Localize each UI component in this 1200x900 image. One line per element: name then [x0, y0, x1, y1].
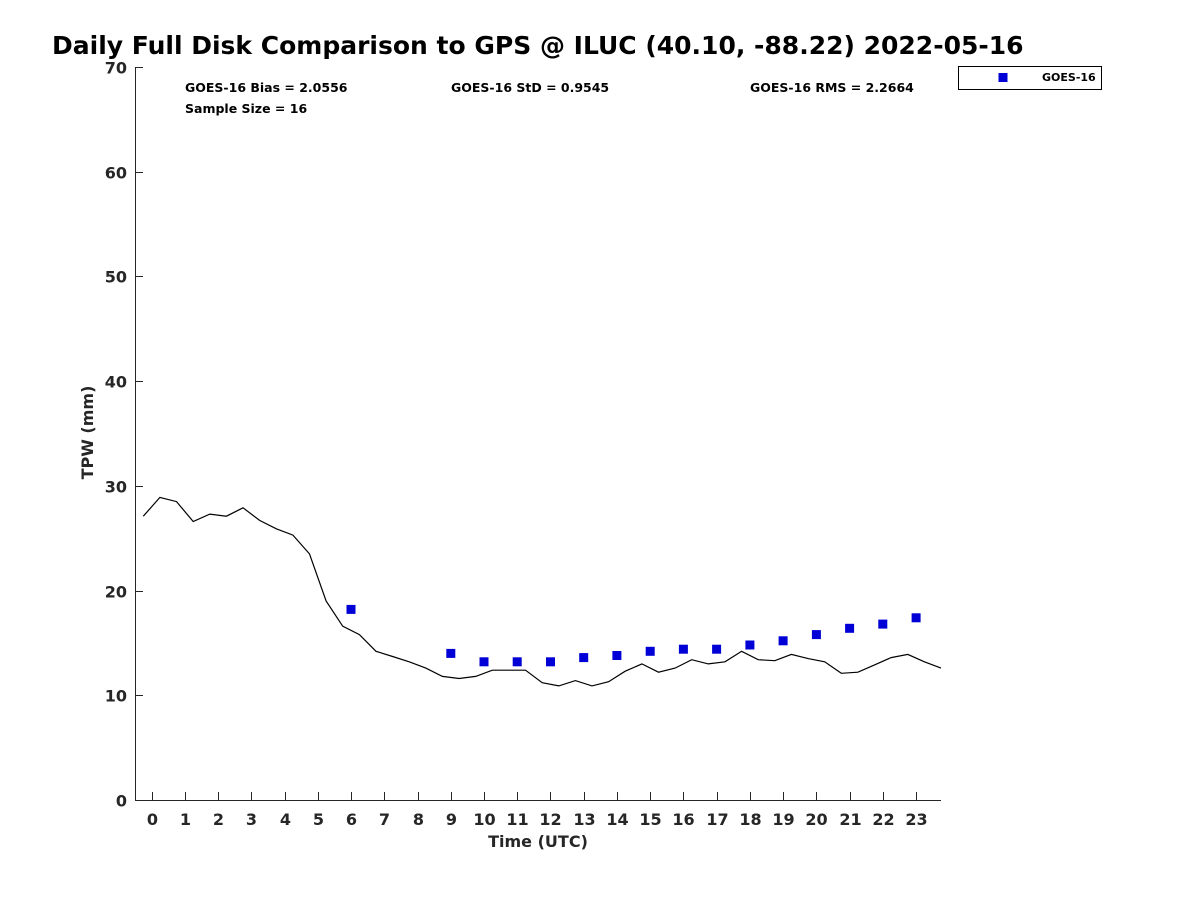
goes16-point	[712, 644, 722, 654]
x-tick-label: 5	[313, 810, 324, 829]
goes16-point	[346, 604, 356, 614]
goes16-point	[579, 653, 589, 663]
goes16-point	[811, 630, 821, 640]
x-tick-label: 21	[839, 810, 861, 829]
series-layer	[142, 496, 942, 687]
x-tick-label: 13	[573, 810, 595, 829]
x-tick-label: 20	[805, 810, 827, 829]
x-tick-label: 10	[473, 810, 495, 829]
y-tick-label: 70	[105, 59, 127, 78]
goes16-point	[446, 648, 456, 658]
x-axis-ticks: 0 1 2 3 4 5 6 7 8 9 10 11 12 13 14 15 16 17 18 19 20 21 22 23	[147, 792, 928, 829]
goes16-point	[778, 636, 788, 646]
y-axis-label: TPW (mm)	[78, 386, 97, 480]
x-tick-label: 9	[446, 810, 457, 829]
goes16-point	[845, 623, 855, 633]
x-tick-label: 17	[706, 810, 728, 829]
chart-title: Daily Full Disk Comparison to GPS @ ILUC…	[52, 31, 1024, 60]
y-tick-label: 20	[105, 583, 127, 602]
x-tick-label: 8	[413, 810, 424, 829]
legend-marker-goes16	[998, 73, 1008, 82]
x-tick-label: 15	[639, 810, 661, 829]
y-tick-label: 10	[105, 687, 127, 706]
x-tick-label: 16	[672, 810, 694, 829]
goes16-point	[546, 657, 555, 667]
x-tick-label: 3	[246, 810, 257, 829]
y-tick-label: 60	[105, 164, 127, 183]
y-tick-label: 40	[105, 373, 127, 392]
x-tick-label: 0	[147, 810, 158, 829]
y-tick-label: 30	[105, 478, 127, 497]
goes16-point	[479, 657, 489, 667]
x-tick-label: 7	[379, 810, 390, 829]
x-tick-label: 14	[606, 810, 628, 829]
goes16-point	[645, 646, 655, 656]
stat-sample-size: Sample Size = 16	[185, 101, 307, 116]
goes16-point	[612, 651, 622, 660]
goes16-point	[911, 613, 921, 623]
x-tick-label: 11	[506, 810, 528, 829]
y-tick-label: 50	[105, 268, 127, 287]
x-tick-label: 1	[180, 810, 191, 829]
goes16-point	[745, 640, 755, 650]
y-axis-ticks: 0 10 20 30 40 50 60 70	[105, 59, 143, 811]
x-tick-label: 2	[213, 810, 224, 829]
legend-label-goes16: GOES-16	[1042, 71, 1096, 84]
goes16-point	[678, 644, 688, 654]
legend-box	[958, 66, 1102, 90]
x-tick-label: 23	[905, 810, 927, 829]
x-tick-label: 22	[872, 810, 894, 829]
series-line-gps	[142, 496, 942, 687]
x-tick-label: 19	[772, 810, 794, 829]
legend: GOES-16	[958, 66, 1102, 90]
x-tick-label: 4	[280, 810, 291, 829]
goes16-point	[878, 619, 888, 629]
x-tick-label: 12	[539, 810, 561, 829]
y-tick-label: 0	[116, 792, 127, 811]
plot-area	[135, 67, 941, 801]
goes16-point	[512, 657, 522, 667]
x-tick-label: 18	[739, 810, 761, 829]
stat-std: GOES-16 StD = 0.9545	[451, 80, 609, 95]
stat-rms: GOES-16 RMS = 2.2664	[750, 80, 914, 95]
stat-bias: GOES-16 Bias = 2.0556	[185, 80, 348, 95]
x-tick-label: 6	[346, 810, 357, 829]
x-axis-label: Time (UTC)	[488, 832, 588, 851]
